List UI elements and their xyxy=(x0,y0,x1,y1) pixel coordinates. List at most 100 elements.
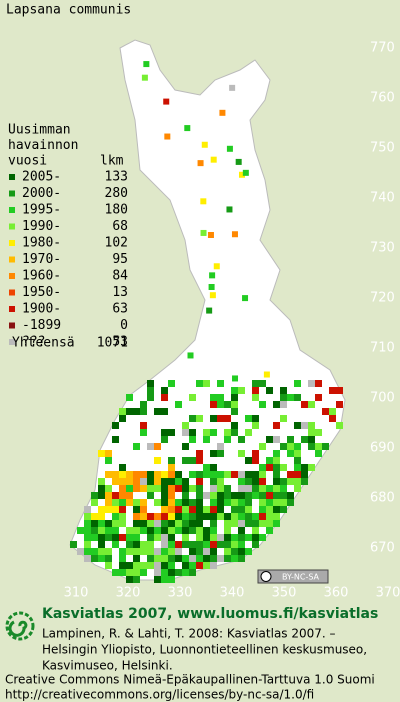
record-square xyxy=(224,520,231,527)
record-square xyxy=(98,520,105,527)
record-square xyxy=(126,492,133,499)
record-square xyxy=(161,436,168,443)
record-square xyxy=(263,371,270,378)
record-square xyxy=(112,541,119,548)
record-square xyxy=(168,506,175,513)
record-square xyxy=(231,429,238,436)
y-axis-label: 760 xyxy=(370,91,395,106)
record-square xyxy=(308,443,315,450)
record-square xyxy=(259,520,266,527)
license-line: http://creativecommons.org/licenses/by-n… xyxy=(5,688,314,702)
record-square xyxy=(273,464,280,471)
record-square xyxy=(161,541,168,548)
record-square xyxy=(315,394,322,401)
record-square xyxy=(182,492,189,499)
record-square xyxy=(189,520,196,527)
record-square xyxy=(210,429,217,436)
legend-swatch xyxy=(9,174,15,180)
record-square xyxy=(182,499,189,506)
record-square xyxy=(231,401,238,408)
record-square xyxy=(210,478,217,485)
record-square xyxy=(287,436,294,443)
record-square xyxy=(133,576,140,583)
record-square xyxy=(301,422,308,429)
record-square xyxy=(231,492,238,499)
record-square xyxy=(140,513,147,520)
legend-count-heading: lkm xyxy=(100,154,124,169)
record-square xyxy=(259,513,266,520)
record-square xyxy=(140,478,147,485)
x-axis-label: 310 xyxy=(64,586,89,601)
record-square xyxy=(280,478,287,485)
record-square xyxy=(210,401,217,408)
record-square xyxy=(207,231,214,238)
record-square xyxy=(203,513,210,520)
record-square xyxy=(266,485,273,492)
record-square xyxy=(294,485,301,492)
record-square xyxy=(161,394,168,401)
record-square xyxy=(154,569,161,576)
record-square xyxy=(280,492,287,499)
record-square xyxy=(168,492,175,499)
record-square xyxy=(119,485,126,492)
record-square xyxy=(273,457,280,464)
record-square xyxy=(119,464,126,471)
record-square xyxy=(161,471,168,478)
citation-line: Helsingin Yliopisto, Luonnontieteellinen… xyxy=(42,643,367,657)
record-square xyxy=(161,506,168,513)
record-square xyxy=(182,443,189,450)
record-square xyxy=(203,464,210,471)
record-square xyxy=(105,457,112,464)
record-square xyxy=(329,408,336,415)
record-square xyxy=(140,471,147,478)
record-square xyxy=(294,422,301,429)
record-square xyxy=(126,471,133,478)
record-square xyxy=(336,387,343,394)
legend-swatch xyxy=(9,256,15,263)
legend-count: 68 xyxy=(112,219,128,234)
record-square xyxy=(126,478,133,485)
record-square xyxy=(126,485,133,492)
record-square xyxy=(224,541,231,548)
record-square xyxy=(161,569,168,576)
record-square xyxy=(133,485,140,492)
record-square xyxy=(203,506,210,513)
record-square xyxy=(84,527,91,534)
record-square xyxy=(213,263,220,270)
map-title: Lapsana communis xyxy=(6,3,131,18)
record-square xyxy=(203,555,210,562)
record-square xyxy=(161,492,168,499)
record-square xyxy=(189,415,196,422)
record-square xyxy=(70,541,77,548)
record-square xyxy=(105,492,112,499)
record-square xyxy=(252,485,259,492)
record-square xyxy=(175,485,182,492)
record-square xyxy=(105,485,112,492)
record-square xyxy=(140,527,147,534)
record-square xyxy=(231,387,238,394)
record-square xyxy=(98,534,105,541)
record-square xyxy=(98,485,105,492)
record-square xyxy=(259,471,266,478)
record-square xyxy=(217,415,224,422)
record-square xyxy=(98,555,105,562)
record-square xyxy=(224,429,231,436)
record-square xyxy=(154,520,161,527)
record-square xyxy=(232,375,239,382)
record-square xyxy=(203,471,210,478)
record-square xyxy=(259,485,266,492)
legend-count: 280 xyxy=(105,186,128,201)
record-square xyxy=(175,513,182,520)
record-square xyxy=(245,499,252,506)
record-square xyxy=(196,492,203,499)
record-square xyxy=(210,415,217,422)
record-square xyxy=(112,569,119,576)
record-square xyxy=(196,415,203,422)
legend-swatch xyxy=(9,289,15,296)
record-square xyxy=(224,534,231,541)
record-square xyxy=(161,534,168,541)
record-square xyxy=(231,231,238,238)
record-square xyxy=(154,478,161,485)
record-square xyxy=(175,548,182,555)
